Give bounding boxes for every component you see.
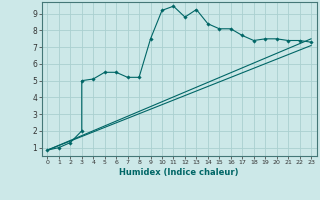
X-axis label: Humidex (Indice chaleur): Humidex (Indice chaleur) [119,168,239,177]
